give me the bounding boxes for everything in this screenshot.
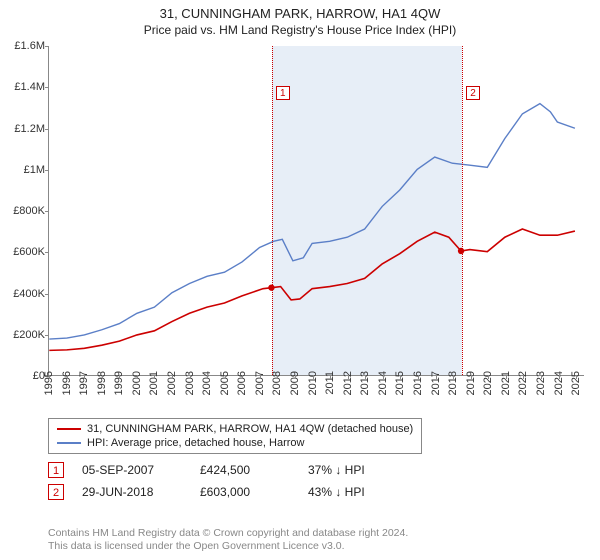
chart-container: 31, CUNNINGHAM PARK, HARROW, HA1 4QW Pri… [0,0,600,560]
sale-row-date: 29-JUN-2018 [82,485,182,499]
chart-subtitle: Price paid vs. HM Land Registry's House … [0,21,600,41]
y-tick-label: £400K [1,288,45,300]
y-tick-label: £1.2M [1,123,45,135]
y-tick-label: £600K [1,246,45,258]
y-tick-label: £1.4M [1,81,45,93]
sale-marker-1: 1 [276,86,290,100]
legend-swatch [57,428,81,430]
sale-row-delta: 37% ↓ HPI [308,463,398,477]
series-price_paid [49,229,575,350]
y-tick-label: £800K [1,205,45,217]
sale-row-price: £424,500 [200,463,290,477]
sale-vline-2 [462,46,463,375]
chart-title: 31, CUNNINGHAM PARK, HARROW, HA1 4QW [0,0,600,21]
legend-swatch [57,442,81,444]
y-tick-label: £200K [1,329,45,341]
attribution-line-1: Contains HM Land Registry data © Crown c… [48,527,588,541]
sale-row-date: 05-SEP-2007 [82,463,182,477]
sale-row: 2 29-JUN-2018 £603,000 43% ↓ HPI [48,484,398,500]
chart-plot-area: £0£200K£400K£600K£800K£1M£1.2M£1.4M£1.6M… [48,46,584,376]
y-tick-label: £1.6M [1,40,45,52]
legend-item: 31, CUNNINGHAM PARK, HARROW, HA1 4QW (de… [57,423,413,435]
sale-row-marker: 2 [48,484,64,500]
sale-row-price: £603,000 [200,485,290,499]
attribution-line-2: This data is licensed under the Open Gov… [48,540,588,554]
legend-label: HPI: Average price, detached house, Harr… [87,437,304,449]
sale-row: 1 05-SEP-2007 £424,500 37% ↓ HPI [48,462,398,478]
sales-table: 1 05-SEP-2007 £424,500 37% ↓ HPI 2 29-JUN-201… [48,462,398,500]
sale-marker-2: 2 [466,86,480,100]
sale-vline-1 [272,46,273,375]
y-tick-label: £0 [1,370,45,382]
attribution: Contains HM Land Registry data © Crown c… [48,527,588,554]
chart-svg [49,46,584,375]
sale-row-delta: 43% ↓ HPI [308,485,398,499]
y-tick-label: £1M [1,164,45,176]
legend: 31, CUNNINGHAM PARK, HARROW, HA1 4QW (de… [48,418,422,454]
legend-item: HPI: Average price, detached house, Harr… [57,437,413,449]
series-hpi [49,104,575,339]
sale-row-marker: 1 [48,462,64,478]
legend-label: 31, CUNNINGHAM PARK, HARROW, HA1 4QW (de… [87,423,413,435]
